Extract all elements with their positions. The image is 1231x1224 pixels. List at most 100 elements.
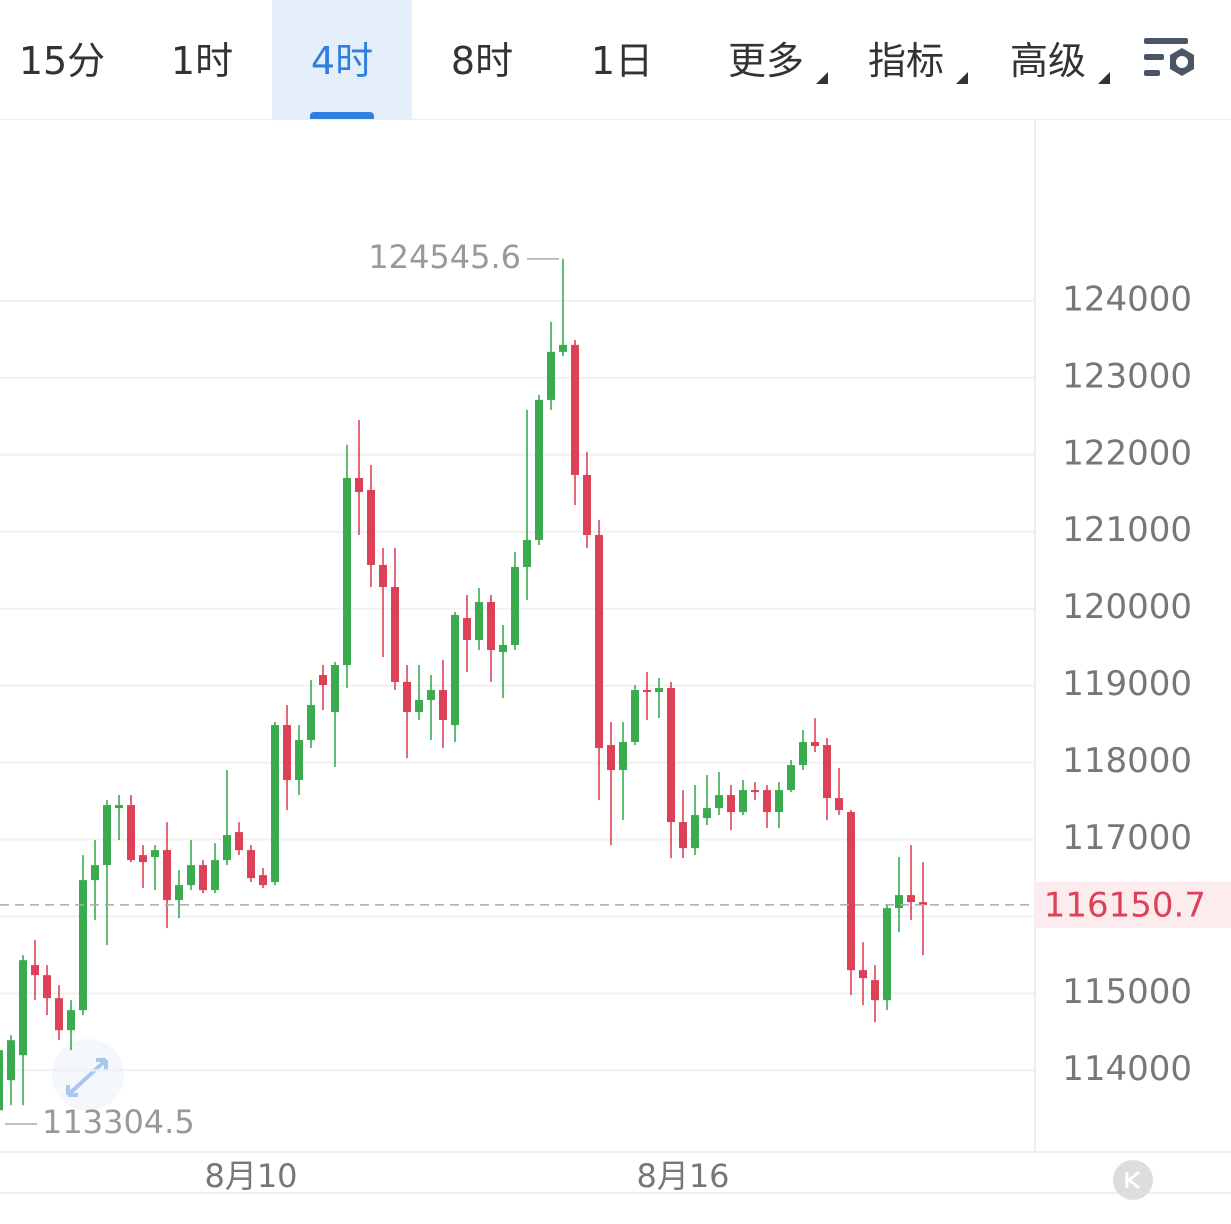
candle-body: [307, 705, 315, 741]
candle-body: [895, 895, 903, 909]
candle-body: [619, 742, 627, 771]
candle-body: [427, 690, 435, 701]
x-tick-label: 8月10: [204, 1157, 297, 1195]
last-price-label: 116150.7: [1044, 885, 1206, 925]
candle-body: [151, 850, 159, 858]
x-tick-label: 8月16: [636, 1157, 729, 1195]
candle-body: [535, 399, 543, 540]
tab[interactable]: 1时: [170, 39, 234, 83]
candle-body: [43, 975, 51, 999]
candle-body: [919, 902, 927, 905]
candle-body: [595, 534, 603, 749]
y-tick-label: 124000: [1062, 279, 1192, 319]
candle-body: [679, 822, 687, 849]
candle-body: [379, 564, 387, 587]
candle-body: [355, 477, 363, 492]
y-tick-label: 121000: [1062, 510, 1192, 550]
candle-body: [0, 1050, 3, 1111]
candle-body: [295, 740, 303, 781]
candle-body: [415, 700, 423, 713]
candle-body: [655, 688, 663, 693]
candle-body: [223, 835, 231, 861]
tab[interactable]: 1日: [590, 39, 654, 83]
candle-body: [343, 477, 351, 666]
candle-body: [187, 865, 195, 886]
tab-active[interactable]: 4时: [272, 0, 412, 119]
candle-body: [883, 908, 891, 1001]
last-price-box: [1035, 881, 1231, 928]
toolbar: 15分 1时 4时 8时 1日 更多 指标 高级: [0, 0, 1231, 120]
candle-body: [19, 960, 27, 1056]
candle-body: [787, 765, 795, 791]
candle-body: [271, 725, 279, 883]
candle-body: [247, 850, 255, 879]
menu[interactable]: 指标: [867, 39, 944, 83]
menu-caret: [956, 72, 968, 84]
candle-body: [607, 745, 615, 771]
candle-body: [499, 645, 507, 653]
candle-body: [511, 566, 519, 646]
candle-body: [31, 965, 39, 976]
candle-body: [391, 586, 399, 682]
candle-body: [703, 808, 711, 819]
candle-body: [211, 860, 219, 891]
candle-body: [715, 795, 723, 809]
candle-body: [559, 344, 567, 352]
y-tick-label: 120000: [1062, 587, 1192, 627]
candle-body: [751, 790, 759, 793]
candle-body: [55, 998, 63, 1031]
candle-body: [487, 601, 495, 651]
settings-icon[interactable]: [1140, 34, 1204, 90]
candle-body: [283, 725, 291, 781]
y-tick-label: 123000: [1062, 356, 1192, 396]
candle-body: [367, 489, 375, 565]
low-label: 113304.5: [42, 1103, 195, 1141]
candle-body: [859, 970, 867, 979]
candle-body: [643, 690, 651, 693]
candle-body: [451, 614, 459, 726]
candle-body: [799, 742, 807, 766]
candle-body: [79, 880, 87, 1011]
candle-body: [907, 895, 915, 903]
candle-body: [103, 805, 111, 866]
y-tick-label: 122000: [1062, 433, 1192, 473]
candle-body: [523, 539, 531, 567]
high-label: 124545.6: [368, 238, 521, 276]
candle-body: [811, 742, 819, 747]
candle-body: [91, 865, 99, 881]
menu-caret: [1098, 72, 1110, 84]
tab[interactable]: 15分: [18, 39, 106, 83]
candle-body: [775, 790, 783, 813]
candle-body: [319, 675, 327, 686]
candle-body: [139, 855, 147, 863]
y-tick-label: 114000: [1062, 1049, 1192, 1089]
candle-body: [331, 665, 339, 713]
candle-body: [67, 1010, 75, 1031]
candle-body: [199, 865, 207, 891]
candle-body: [439, 690, 447, 721]
candle-body: [463, 617, 471, 641]
menu[interactable]: 更多: [727, 39, 804, 83]
menu-caret: [816, 72, 828, 84]
menu[interactable]: 高级: [1009, 39, 1086, 83]
candle-body: [547, 351, 555, 400]
y-tick-label: 115000: [1062, 972, 1192, 1012]
candle-body: [631, 690, 639, 743]
candle-body: [583, 474, 591, 535]
y-tick-label: 119000: [1062, 664, 1192, 704]
candle-body: [823, 745, 831, 799]
candle-body: [127, 805, 135, 861]
zoom-button[interactable]: [52, 1039, 124, 1111]
candle-body: [115, 805, 123, 809]
scroll-button[interactable]: [1113, 1160, 1153, 1200]
y-tick-label: 118000: [1062, 741, 1192, 781]
candle-body: [691, 815, 699, 849]
tab[interactable]: 8时: [450, 39, 514, 83]
candle-body: [259, 875, 267, 886]
candle-body: [7, 1040, 15, 1081]
candle-body: [667, 688, 675, 823]
candle-body: [847, 812, 855, 971]
candle-body: [835, 798, 843, 811]
